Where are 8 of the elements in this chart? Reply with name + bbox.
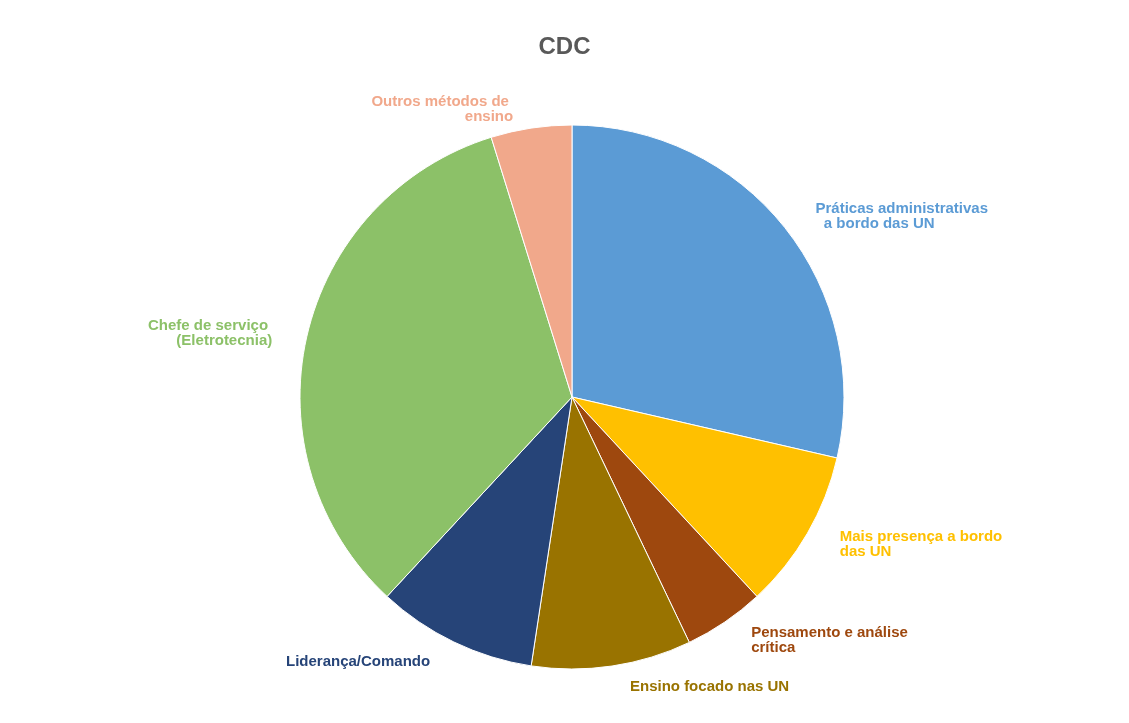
slice-label: Outros métodos de ensino bbox=[371, 92, 514, 125]
slice-label: Liderança/Comando bbox=[285, 651, 431, 669]
slice-label: Mais presença a bordo das UN bbox=[839, 527, 1007, 560]
slice-label: Práticas administrativas a bordo das UN bbox=[815, 199, 989, 232]
slice-label: Pensamento e análise crítica bbox=[751, 622, 913, 655]
slice-label: Ensino focado nas UN bbox=[629, 677, 790, 695]
chart-title: CDC bbox=[538, 31, 591, 59]
slice-label: Chefe de serviço (Eletrotecnia) bbox=[148, 316, 273, 349]
